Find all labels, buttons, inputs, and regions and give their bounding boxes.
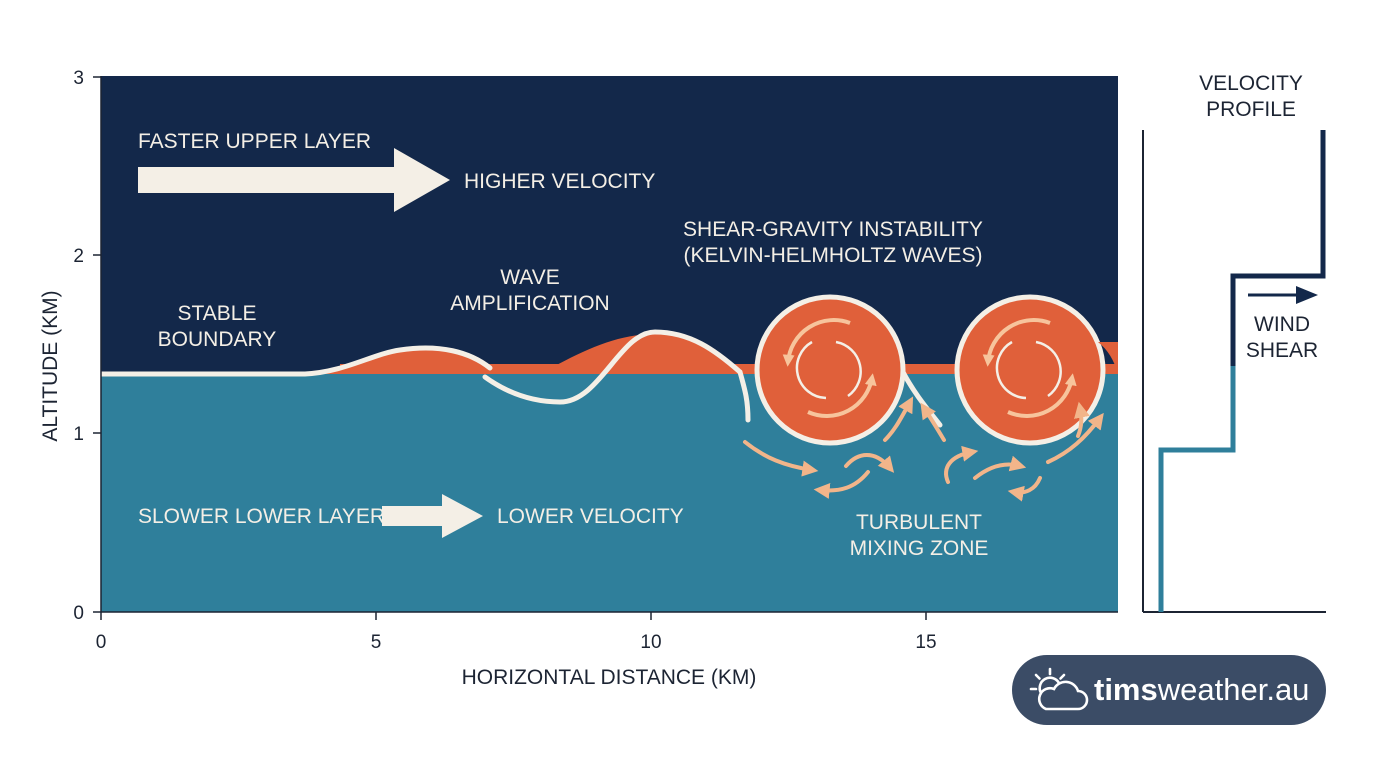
wave-edge-line bbox=[737, 369, 751, 423]
lower-layer bbox=[101, 374, 1118, 612]
stable-boundary-label-line2: BOUNDARY bbox=[158, 328, 277, 351]
profile-title-line1: VELOCITY bbox=[1199, 72, 1303, 95]
turbulence-arrow bbox=[844, 453, 895, 473]
y-tick-label: 0 bbox=[73, 603, 84, 624]
turbulence-arrow bbox=[813, 470, 870, 499]
stable-boundary-line bbox=[101, 345, 493, 377]
x-tick-label: 15 bbox=[915, 632, 936, 653]
brand-name-bold: tims bbox=[1094, 672, 1158, 707]
sun-cloud-icon bbox=[1029, 667, 1089, 711]
amplified-wave-line bbox=[482, 329, 743, 405]
lower-velocity-label: LOWER VELOCITY bbox=[497, 505, 684, 528]
turbulent-mixing-label-line1: TURBULENT bbox=[856, 511, 982, 534]
wave-crest-3 bbox=[1098, 342, 1118, 374]
x-tick-label: 5 bbox=[371, 632, 382, 653]
plot-area: FASTER UPPER LAYER HIGHER VELOCITY SLOWE… bbox=[101, 76, 1118, 612]
wave-crest-1 bbox=[310, 347, 500, 374]
axes bbox=[93, 76, 1118, 620]
turbulence-arrow bbox=[1007, 476, 1042, 502]
y-axis-title: ALTITUDE (KM) bbox=[39, 290, 62, 441]
velocity-profile-panel: VELOCITY PROFILE WIND SHEAR bbox=[1142, 72, 1326, 613]
x-tick-label: 10 bbox=[640, 632, 661, 653]
upper-velocity-profile bbox=[1230, 130, 1326, 366]
turbulence-arrow bbox=[883, 396, 914, 442]
upper-layer-label: FASTER UPPER LAYER bbox=[138, 130, 371, 153]
brand-name: timsweather.au bbox=[1094, 672, 1309, 708]
y-tick-label: 1 bbox=[73, 424, 84, 445]
wind-shear-label-line2: SHEAR bbox=[1246, 339, 1318, 362]
turbulence-arrow bbox=[743, 440, 819, 477]
x-axis-title: HORIZONTAL DISTANCE (KM) bbox=[462, 666, 757, 689]
turbulence-arrows bbox=[743, 396, 1104, 502]
turbulence-arrow bbox=[1074, 401, 1090, 438]
turbulence-arrow bbox=[920, 402, 946, 442]
trough-line bbox=[900, 369, 943, 428]
lower-flow-arrow bbox=[382, 494, 483, 538]
x-tick-label: 0 bbox=[96, 632, 107, 653]
turbulence-arrow bbox=[1046, 412, 1104, 464]
kh-instability-label-line2: (KELVIN-HELMHOLTZ WAVES) bbox=[683, 244, 982, 267]
wave-amplification-label-line1: WAVE bbox=[500, 266, 560, 289]
turbulence-arrow bbox=[973, 455, 1027, 480]
upper-flow-arrow bbox=[138, 148, 450, 212]
wind-shear-arrowhead bbox=[1296, 286, 1318, 304]
profile-title-line2: PROFILE bbox=[1206, 98, 1296, 121]
lower-layer-label: SLOWER LOWER LAYER bbox=[138, 505, 385, 528]
kh-instability-label-line1: SHEAR-GRAVITY INSTABILITY bbox=[683, 218, 983, 241]
wave-crest-2 bbox=[540, 334, 740, 374]
higher-velocity-label: HIGHER VELOCITY bbox=[464, 170, 655, 193]
stable-boundary-label-line1: STABLE bbox=[178, 302, 257, 325]
turbulence-arrow bbox=[944, 445, 979, 484]
y-tick-label: 2 bbox=[73, 246, 84, 267]
turbulent-mixing-label-line2: MIXING ZONE bbox=[850, 537, 989, 560]
wave-amplification-label-line2: AMPLIFICATION bbox=[450, 292, 609, 315]
vortex-2 bbox=[954, 294, 1106, 446]
y-tick-label: 3 bbox=[73, 68, 84, 89]
lower-velocity-profile bbox=[1158, 366, 1236, 612]
vortex-1 bbox=[754, 294, 906, 446]
wind-shear-label-line1: WIND bbox=[1254, 313, 1310, 336]
brand-badge[interactable]: timsweather.au bbox=[1012, 655, 1326, 725]
brand-name-rest: weather.au bbox=[1157, 672, 1310, 707]
